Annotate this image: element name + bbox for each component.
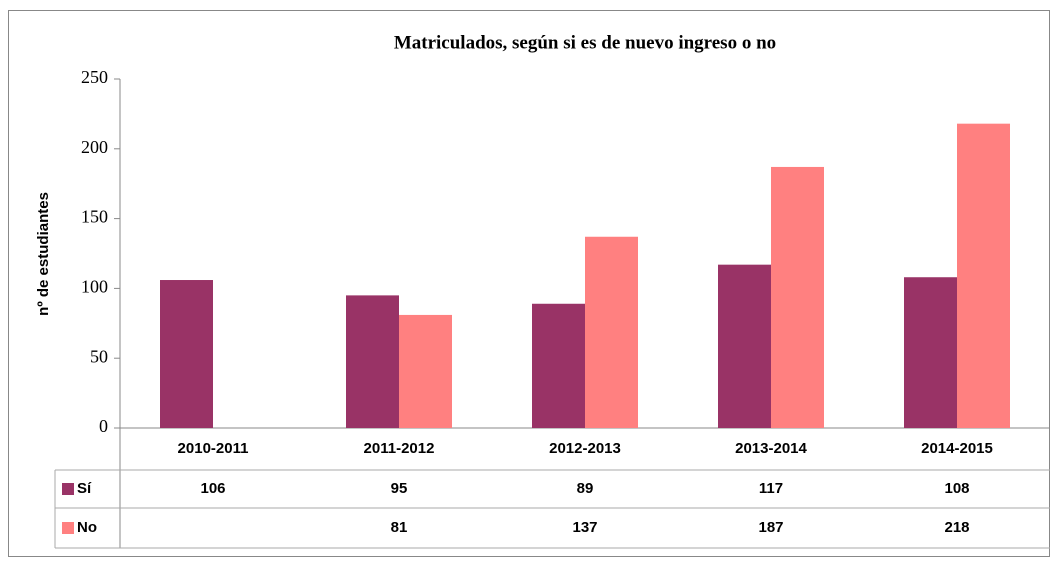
- y-tick-label: 0: [99, 416, 108, 436]
- y-axis-label: nº de estudiantes: [35, 192, 52, 316]
- table-value: 187: [758, 519, 783, 536]
- table-value: 81: [391, 519, 408, 536]
- bar: [160, 280, 213, 428]
- x-tick-label: 2013-2014: [735, 440, 807, 457]
- table-value: 108: [944, 480, 969, 497]
- bar: [904, 277, 957, 428]
- y-tick-label: 100: [81, 277, 108, 297]
- table-value: 137: [572, 519, 597, 536]
- table-value: 89: [577, 480, 594, 497]
- bar: [399, 314, 452, 428]
- bar: [532, 303, 585, 428]
- bar: [771, 166, 824, 428]
- x-tick-label: 2010-2011: [178, 440, 249, 457]
- table-value: 117: [759, 480, 783, 497]
- x-tick-label: 2014-2015: [921, 440, 993, 457]
- legend-swatch: [62, 483, 74, 495]
- bar: [585, 236, 638, 428]
- y-tick-label: 200: [81, 137, 108, 157]
- bar: [346, 295, 399, 428]
- bar: [957, 123, 1010, 428]
- y-tick-label: 50: [90, 346, 108, 366]
- bar: [718, 264, 771, 428]
- chart-title: Matriculados, según si es de nuevo ingre…: [394, 32, 776, 53]
- x-tick-label: 2012-2013: [549, 440, 621, 457]
- table-value: 218: [944, 519, 969, 536]
- legend-label: No: [77, 519, 97, 536]
- table-value: 106: [200, 480, 225, 497]
- x-tick-label: 2011-2012: [364, 440, 435, 457]
- y-tick-label: 150: [81, 207, 108, 227]
- legend-swatch: [62, 522, 74, 534]
- table-value: 95: [391, 480, 408, 497]
- y-tick-label: 250: [81, 67, 108, 87]
- legend-label: Sí: [77, 480, 92, 497]
